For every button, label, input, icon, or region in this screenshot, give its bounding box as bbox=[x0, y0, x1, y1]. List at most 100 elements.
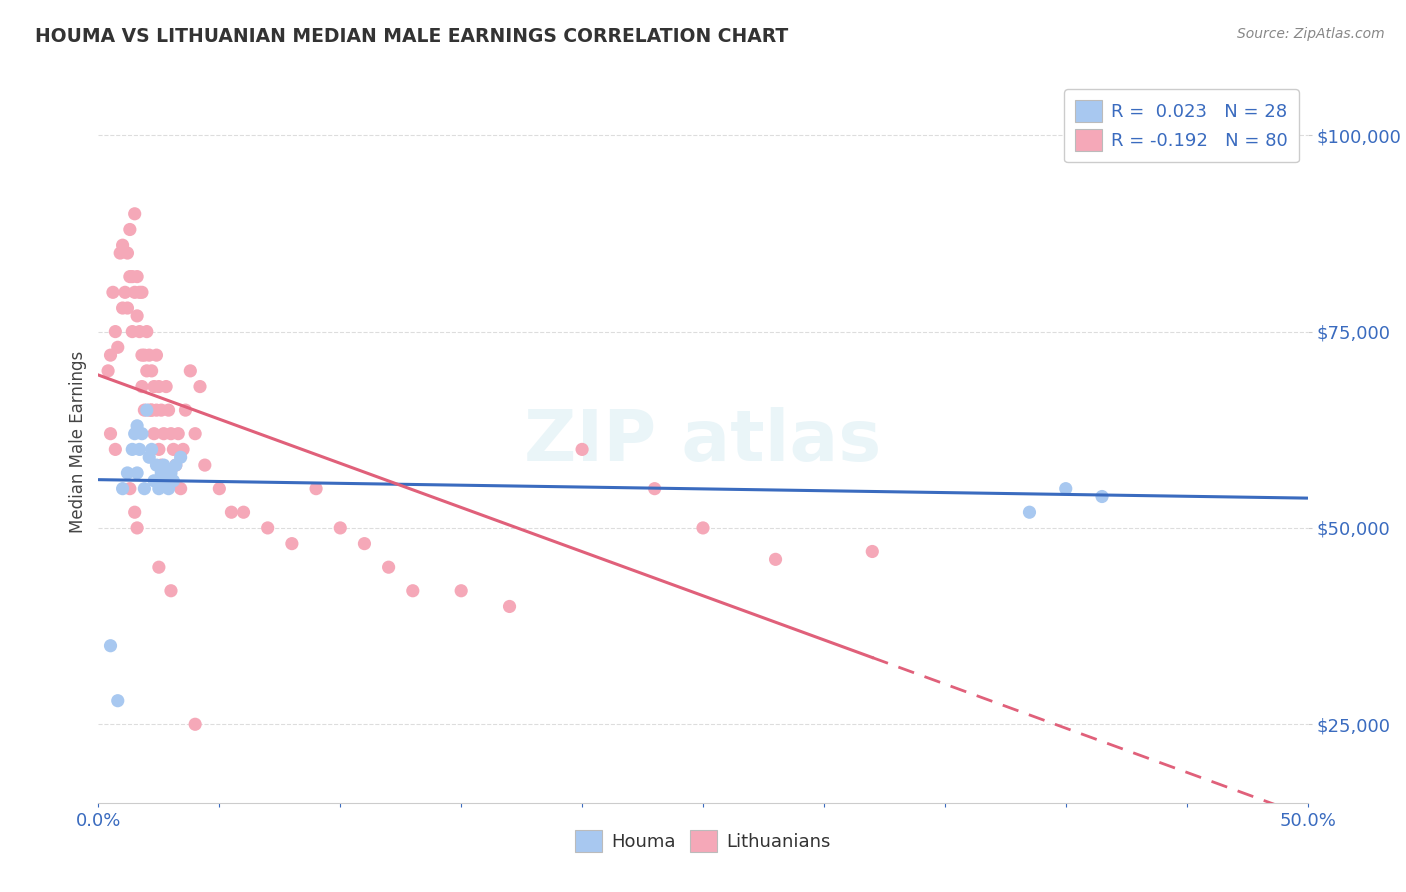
Point bbox=[208, 482, 231, 496]
Point bbox=[1054, 482, 1077, 496]
Point bbox=[134, 482, 156, 496]
Point bbox=[157, 482, 180, 496]
Point bbox=[143, 426, 166, 441]
Point bbox=[141, 442, 163, 457]
Point bbox=[114, 285, 136, 300]
Point bbox=[121, 325, 143, 339]
Point bbox=[104, 325, 127, 339]
Point bbox=[127, 466, 149, 480]
Point bbox=[162, 474, 184, 488]
Point bbox=[117, 466, 139, 480]
Point bbox=[141, 403, 163, 417]
Point bbox=[162, 442, 184, 457]
Point bbox=[127, 521, 149, 535]
Point bbox=[169, 450, 191, 465]
Point bbox=[179, 364, 201, 378]
Text: HOUMA VS LITHUANIAN MEDIAN MALE EARNINGS CORRELATION CHART: HOUMA VS LITHUANIAN MEDIAN MALE EARNINGS… bbox=[35, 27, 789, 45]
Point bbox=[157, 403, 180, 417]
Point bbox=[141, 403, 163, 417]
Point bbox=[124, 207, 146, 221]
Point bbox=[692, 521, 714, 535]
Point bbox=[765, 552, 787, 566]
Text: ZIP atlas: ZIP atlas bbox=[524, 407, 882, 476]
Point bbox=[188, 379, 211, 393]
Point bbox=[138, 450, 160, 465]
Point bbox=[100, 426, 122, 441]
Point bbox=[150, 466, 173, 480]
Point bbox=[148, 379, 170, 393]
Point bbox=[131, 379, 153, 393]
Point bbox=[305, 482, 328, 496]
Point bbox=[141, 364, 163, 378]
Point bbox=[138, 348, 160, 362]
Point bbox=[329, 521, 352, 535]
Point bbox=[100, 639, 122, 653]
Point bbox=[108, 246, 131, 260]
Point bbox=[1018, 505, 1040, 519]
Point bbox=[377, 560, 399, 574]
Text: Source: ZipAtlas.com: Source: ZipAtlas.com bbox=[1237, 27, 1385, 41]
Point bbox=[124, 426, 146, 441]
Point bbox=[97, 364, 120, 378]
Point bbox=[124, 285, 146, 300]
Point bbox=[101, 285, 124, 300]
Point bbox=[165, 458, 187, 472]
Point bbox=[107, 340, 129, 354]
Point bbox=[353, 536, 375, 550]
Point bbox=[131, 285, 153, 300]
Point bbox=[165, 458, 187, 472]
Point bbox=[127, 418, 149, 433]
Point bbox=[150, 458, 173, 472]
Point bbox=[128, 285, 150, 300]
Point bbox=[155, 379, 177, 393]
Point bbox=[118, 222, 141, 236]
Point bbox=[118, 269, 141, 284]
Point bbox=[256, 521, 278, 535]
Point bbox=[135, 364, 157, 378]
Point bbox=[135, 325, 157, 339]
Point bbox=[145, 348, 167, 362]
Point bbox=[135, 403, 157, 417]
Point bbox=[100, 348, 122, 362]
Point bbox=[134, 348, 156, 362]
Point bbox=[121, 442, 143, 457]
Point bbox=[148, 560, 170, 574]
Point bbox=[221, 505, 243, 519]
Point bbox=[160, 466, 183, 480]
Point bbox=[111, 238, 134, 252]
Point bbox=[107, 694, 129, 708]
Point bbox=[860, 544, 883, 558]
Point bbox=[111, 482, 134, 496]
Point bbox=[134, 403, 156, 417]
Point bbox=[128, 442, 150, 457]
Point bbox=[124, 505, 146, 519]
Point bbox=[281, 536, 304, 550]
Y-axis label: Median Male Earnings: Median Male Earnings bbox=[69, 351, 87, 533]
Point bbox=[152, 458, 174, 472]
Point bbox=[131, 348, 153, 362]
Point bbox=[1091, 490, 1114, 504]
Point bbox=[131, 426, 153, 441]
Point bbox=[111, 301, 134, 315]
Point bbox=[145, 458, 167, 472]
Point bbox=[498, 599, 520, 614]
Point bbox=[194, 458, 217, 472]
Point bbox=[169, 482, 191, 496]
Point bbox=[184, 426, 207, 441]
Point bbox=[127, 309, 149, 323]
Point bbox=[155, 474, 177, 488]
Point bbox=[145, 403, 167, 417]
Point bbox=[402, 583, 425, 598]
Point bbox=[172, 442, 194, 457]
Point bbox=[571, 442, 593, 457]
Point bbox=[150, 403, 173, 417]
Point bbox=[167, 426, 190, 441]
Point bbox=[127, 269, 149, 284]
Point bbox=[138, 403, 160, 417]
Point bbox=[117, 301, 139, 315]
Point bbox=[143, 474, 166, 488]
Point bbox=[121, 269, 143, 284]
Point bbox=[118, 482, 141, 496]
Point bbox=[128, 325, 150, 339]
Point bbox=[143, 379, 166, 393]
